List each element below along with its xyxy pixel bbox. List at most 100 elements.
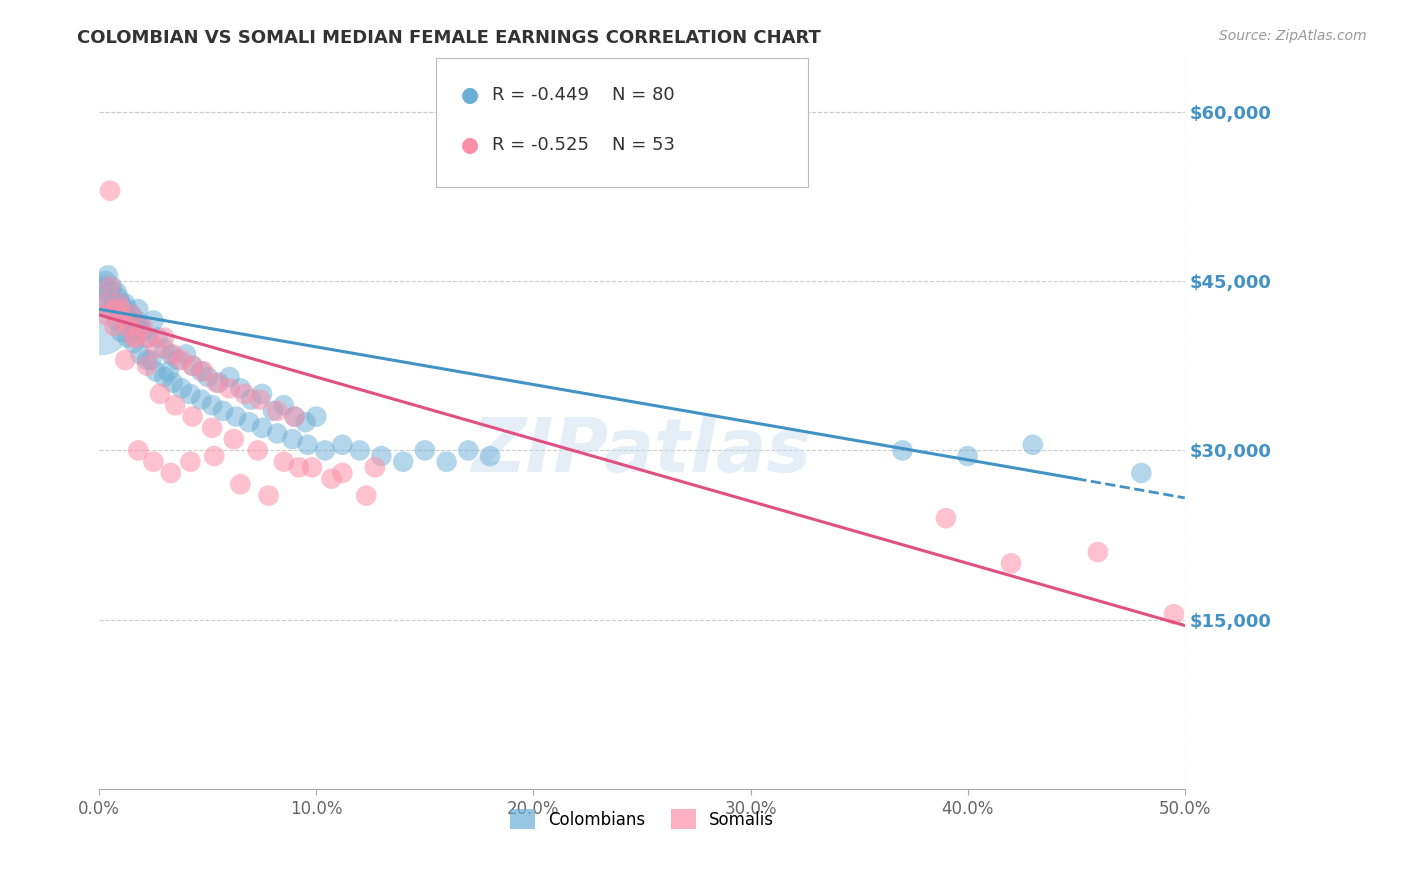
Point	[138, 330, 160, 344]
Point	[165, 398, 187, 412]
Point	[233, 387, 256, 401]
Point	[114, 353, 136, 368]
Point	[1000, 557, 1022, 571]
Point	[153, 342, 176, 356]
Point	[174, 347, 197, 361]
Point	[457, 443, 479, 458]
Point	[122, 325, 145, 339]
Point	[212, 404, 235, 418]
Point	[181, 409, 204, 424]
Point	[179, 455, 201, 469]
Point	[349, 443, 371, 458]
Point	[162, 376, 184, 390]
Point	[190, 364, 212, 378]
Text: ●: ●	[461, 136, 479, 155]
Text: Source: ZipAtlas.com: Source: ZipAtlas.com	[1219, 29, 1367, 43]
Point	[305, 409, 328, 424]
Point	[162, 347, 184, 361]
Text: COLOMBIAN VS SOMALI MEDIAN FEMALE EARNINGS CORRELATION CHART: COLOMBIAN VS SOMALI MEDIAN FEMALE EARNIN…	[77, 29, 821, 46]
Point	[145, 342, 167, 356]
Point	[114, 296, 136, 310]
Point	[122, 336, 145, 351]
Point	[127, 443, 149, 458]
Point	[202, 449, 225, 463]
Point	[149, 387, 172, 401]
Text: ●: ●	[461, 86, 479, 105]
Point	[1130, 466, 1153, 480]
Text: ZIPatlas: ZIPatlas	[472, 415, 813, 488]
Point	[249, 392, 271, 407]
Point	[218, 370, 240, 384]
Point	[93, 279, 115, 293]
Point	[160, 466, 183, 480]
Point	[97, 268, 120, 283]
Point	[121, 308, 143, 322]
Point	[107, 296, 129, 310]
Point	[114, 308, 136, 322]
Point	[131, 325, 153, 339]
Point	[229, 381, 252, 395]
Point	[110, 325, 132, 339]
Point	[314, 443, 336, 458]
Point	[479, 449, 502, 463]
Point	[98, 279, 121, 293]
Point	[229, 477, 252, 491]
Point	[170, 381, 193, 395]
Point	[98, 184, 121, 198]
Point	[205, 376, 228, 390]
Point	[956, 449, 979, 463]
Point	[250, 387, 273, 401]
Point	[125, 313, 148, 327]
Point	[105, 313, 128, 327]
Point	[288, 460, 311, 475]
Point	[101, 279, 124, 293]
Point	[90, 296, 112, 310]
Point	[122, 330, 145, 344]
Point	[262, 404, 284, 418]
Point	[240, 392, 263, 407]
Point	[103, 319, 125, 334]
Point	[136, 353, 159, 368]
Text: R = -0.449    N = 80: R = -0.449 N = 80	[492, 87, 675, 104]
Point	[281, 432, 304, 446]
Point	[136, 330, 159, 344]
Point	[129, 347, 152, 361]
Point	[141, 353, 163, 368]
Point	[294, 415, 316, 429]
Point	[103, 296, 125, 310]
Point	[157, 364, 180, 378]
Point	[301, 460, 323, 475]
Point	[90, 319, 112, 334]
Point	[117, 319, 139, 334]
Point	[392, 455, 415, 469]
Point	[112, 313, 135, 327]
Point	[166, 353, 188, 368]
Point	[110, 296, 132, 310]
Point	[218, 381, 240, 395]
Point	[266, 426, 288, 441]
Point	[105, 285, 128, 300]
Point	[193, 364, 215, 378]
Point	[436, 455, 458, 469]
Point	[98, 285, 121, 300]
Point	[94, 274, 117, 288]
Point	[127, 319, 149, 334]
Point	[201, 398, 224, 412]
Point	[125, 330, 148, 344]
Point	[129, 319, 152, 334]
Point	[160, 347, 183, 361]
Point	[117, 330, 139, 344]
Point	[153, 330, 176, 344]
Point	[284, 409, 307, 424]
Point	[354, 489, 377, 503]
Point	[103, 296, 125, 310]
Point	[142, 455, 165, 469]
Point	[257, 489, 280, 503]
Point	[370, 449, 392, 463]
Point	[273, 455, 295, 469]
Point	[94, 285, 117, 300]
Point	[201, 421, 224, 435]
Point	[170, 353, 193, 368]
Point	[413, 443, 436, 458]
Point	[332, 466, 354, 480]
